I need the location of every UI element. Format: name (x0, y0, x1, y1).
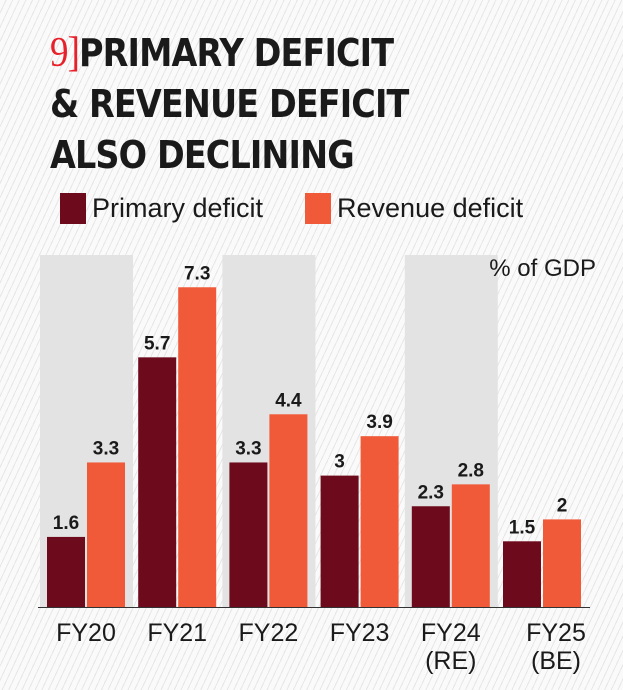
bar-primary (229, 462, 268, 607)
legend-swatch-revenue (305, 193, 332, 224)
x-tick-label: FY23 (330, 619, 390, 647)
data-label: 1.6 (53, 513, 79, 534)
data-label: 1.5 (509, 517, 536, 538)
data-label: 2.3 (418, 482, 444, 503)
title-line-1: PRIMARY DEFICIT (79, 31, 394, 75)
data-label: 5.7 (144, 333, 170, 354)
x-tick-label: (BE) (531, 647, 581, 675)
x-tick-label: (RE) (425, 647, 476, 675)
title-line-2: & REVENUE DEFICIT (50, 82, 409, 126)
bar-primary (138, 357, 177, 607)
x-tick-label: FY20 (56, 619, 116, 647)
bar-revenue (87, 462, 125, 607)
bar-revenue (360, 436, 399, 607)
bar-revenue (269, 414, 308, 607)
bar-primary (503, 541, 541, 607)
data-label: 3 (334, 452, 345, 473)
data-label: 7.3 (184, 263, 210, 284)
legend-swatch-primary (60, 193, 86, 224)
legend: Primary deficit Revenue deficit (60, 193, 523, 224)
legend-label-revenue: Revenue deficit (337, 193, 524, 223)
bar-primary (320, 475, 359, 607)
data-label: 3.9 (366, 412, 392, 433)
legend-label-primary: Primary deficit (92, 193, 264, 223)
x-tick-label: FY25 (526, 619, 586, 647)
bar-primary (47, 536, 85, 607)
data-label: 2.8 (458, 460, 484, 481)
bar-revenue (451, 484, 490, 607)
bar-primary (411, 506, 450, 607)
unit-label: % of GDP (489, 255, 596, 282)
x-tick-label: FY21 (147, 619, 207, 647)
x-tick-label: FY22 (239, 619, 299, 647)
bar-revenue (178, 287, 217, 607)
title-line-3: ALSO DECLINING (50, 133, 355, 177)
chart-title: 9]PRIMARY DEFICIT & REVENUE DEFICIT ALSO… (50, 28, 409, 181)
data-label: 3.3 (93, 438, 119, 459)
data-label: 4.4 (275, 390, 302, 411)
title-number: 9] (50, 30, 80, 76)
x-tick-label: FY24 (421, 619, 481, 647)
data-label: 2 (557, 495, 568, 516)
data-label: 3.3 (235, 438, 261, 459)
bar-revenue (543, 519, 581, 607)
